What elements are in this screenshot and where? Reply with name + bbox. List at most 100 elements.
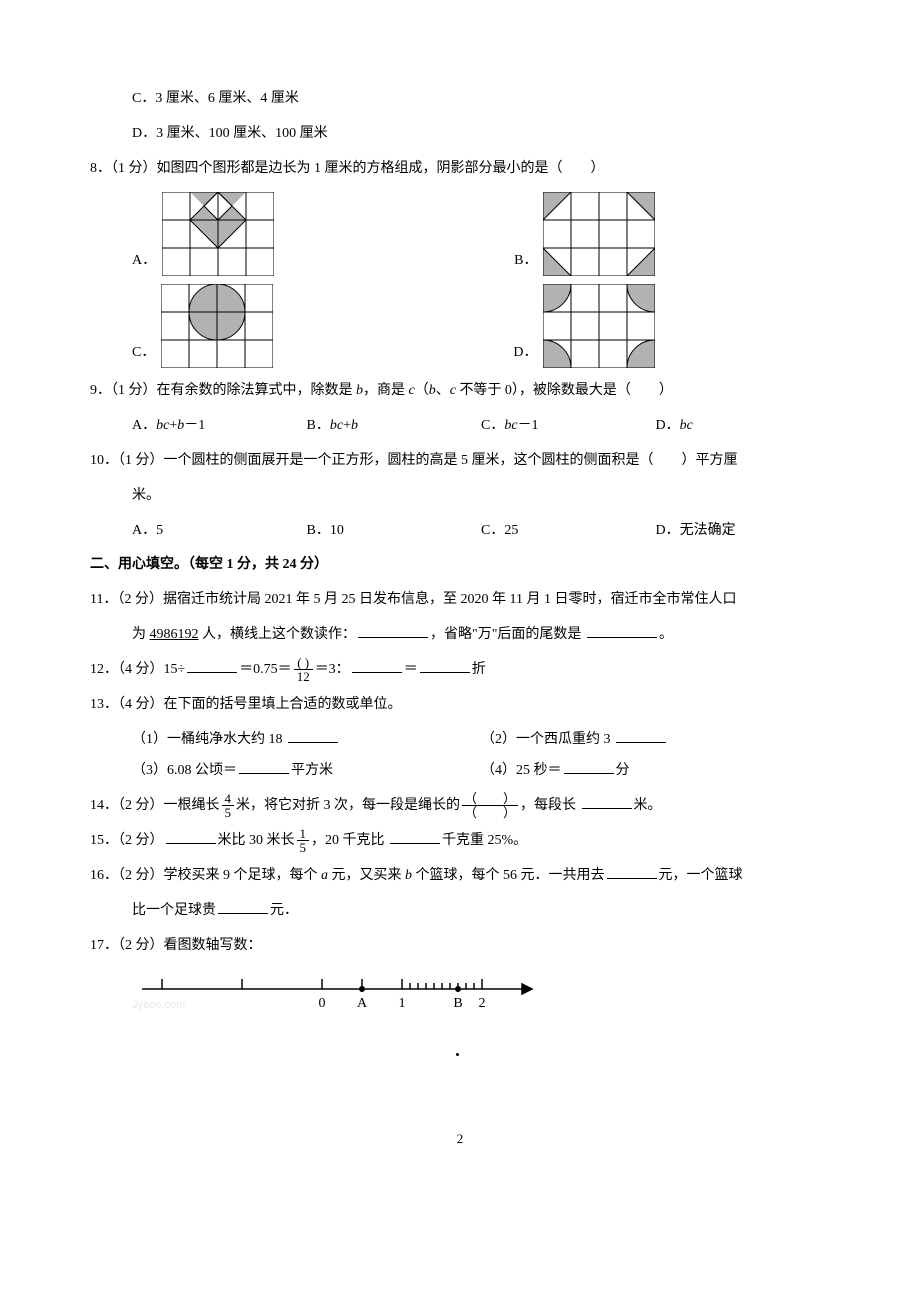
q17-numberline-wrap: 0 A 1 B 2 Jyeoo.com — [132, 967, 830, 1023]
q11-l2c: ，省略"万"后面的尾数是 — [430, 627, 585, 642]
q9a-pre: A． — [132, 418, 156, 433]
q12-frac-num: ( ) — [294, 656, 313, 670]
q14-d: 米。 — [634, 798, 662, 813]
q8-label-c: C． — [132, 338, 155, 369]
q14-c: ，每段长 — [520, 798, 580, 813]
q13-blank-1[interactable] — [288, 725, 338, 743]
q9b-it2: b — [351, 418, 358, 433]
q16-a-var: a — [321, 868, 328, 883]
q9d-pre: D． — [656, 418, 680, 433]
q14: 14．（2 分）一根绳长45米，将它对折 3 次，每一段是绳长的（ ）（ ），每… — [90, 791, 830, 822]
q12-blank-3[interactable] — [420, 655, 470, 673]
q9-t2: ，商是 — [363, 383, 409, 398]
center-marker — [90, 1043, 830, 1065]
q13-p4a: （4）25 秒＝ — [481, 763, 562, 778]
q15-d: 千克重 25%。 — [442, 833, 527, 848]
q9b-plus: + — [343, 418, 351, 433]
q9-b: b — [356, 383, 363, 398]
q11-blank-1[interactable] — [358, 620, 428, 638]
q12-blank-2[interactable] — [352, 655, 402, 673]
q14-b: 米，将它对折 3 次，每一段是绳长的 — [236, 798, 460, 813]
q17-stem: 17．（2 分）看图数轴写数： — [90, 931, 830, 962]
q9-options: A．bc+b－1 B．bc+b C．bc－1 D．bc — [132, 411, 830, 442]
q13-stem: 13．（4 分）在下面的括号里填上合适的数或单位。 — [90, 690, 830, 721]
q10-opt-a: A．5 — [132, 516, 307, 547]
q8-label-d: D． — [513, 338, 537, 369]
q8-option-d: D． — [513, 284, 655, 368]
q15-blank-2[interactable] — [390, 826, 440, 844]
q16-b-var: b — [405, 868, 412, 883]
q8-fig-b — [543, 192, 655, 276]
q15-frac: 15 — [297, 827, 310, 854]
q8-fig-d — [543, 284, 655, 368]
q9c-it: bc — [504, 418, 517, 433]
q8-fig-c — [161, 284, 273, 368]
axis-label-0: 0 — [319, 996, 326, 1011]
q8-option-a: A． — [132, 192, 274, 276]
q14-f1n: 4 — [222, 792, 235, 806]
q14-f2d: （ ） — [462, 806, 518, 819]
q15-blank-1[interactable] — [166, 826, 216, 844]
q13-blank-2[interactable] — [616, 725, 666, 743]
q9-stem: 9．（1 分）在有余数的除法算式中，除数是 b，商是 c（b、c 不等于 0），… — [90, 376, 830, 407]
page-number: 2 — [90, 1125, 830, 1154]
q12-a: 12．（4 分）15÷ — [90, 662, 185, 677]
q13-p3: （3）6.08 公顷＝ 平方米 — [132, 756, 481, 787]
q10-stem-l2: 米。 — [90, 481, 830, 512]
q16-l2a: 比一个足球贵 — [132, 903, 216, 918]
q13-blank-4[interactable] — [564, 756, 614, 774]
q8-option-b: B． — [514, 192, 655, 276]
q11-number: 4986192 — [150, 627, 199, 642]
q9d-it: bc — [680, 418, 693, 433]
q14-f1d: 5 — [222, 806, 235, 819]
q15-fn: 1 — [297, 827, 310, 841]
q9c-pre: C． — [481, 418, 504, 433]
q13-p1: （1）一桶纯净水大约 18 — [132, 725, 481, 756]
q9-t5: 不等于 0），被除数最大是（ ） — [456, 383, 673, 398]
q13-row2: （3）6.08 公顷＝ 平方米 （4）25 秒＝ 分 — [132, 756, 830, 787]
q13-blank-3[interactable] — [239, 756, 289, 774]
q10-stem-l1: 10．（1 分）一个圆柱的侧面展开是一个正方形，圆柱的高是 5 厘米，这个圆柱的… — [90, 446, 830, 477]
q17-numberline: 0 A 1 B 2 — [132, 967, 552, 1023]
q12-blank-1[interactable] — [187, 655, 237, 673]
q15-b: 米比 30 米长 — [218, 833, 295, 848]
q16-blank-2[interactable] — [218, 896, 268, 914]
q13-p3b: 平方米 — [291, 763, 333, 778]
watermark: Jyeoo.com — [132, 993, 185, 1017]
q16-l1c: 元，又买来 — [328, 868, 405, 883]
q12-c: ＝3： — [315, 662, 350, 677]
q16-blank-1[interactable] — [607, 861, 657, 879]
q8-label-b: B． — [514, 246, 537, 277]
q9-t4: 、 — [436, 383, 450, 398]
q15-fd: 5 — [297, 841, 310, 854]
q9a-it: bc — [156, 418, 169, 433]
q12-b: ＝0.75＝ — [239, 662, 292, 677]
q13-p2: （2）一个西瓜重约 3 — [481, 725, 830, 756]
q11-l2a: 为 — [132, 627, 150, 642]
q15-a: 15．（2 分） — [90, 833, 164, 848]
q11-blank-2[interactable] — [587, 620, 657, 638]
q13-p4: （4）25 秒＝ 分 — [481, 756, 830, 787]
q8-fig-a — [162, 192, 274, 276]
q7-option-c: C．3 厘米、6 厘米、4 厘米 — [90, 84, 830, 115]
q8-option-c: C． — [132, 284, 273, 368]
q10-options: A．5 B．10 C．25 D．无法确定 — [132, 516, 830, 547]
q9c-tail: －1 — [518, 418, 539, 433]
q11-l1: 11．（2 分）据宿迁市统计局 2021 年 5 月 25 日发布信息，至 20… — [90, 585, 830, 616]
q9-t1: 9．（1 分）在有余数的除法算式中，除数是 — [90, 383, 356, 398]
q8-row-1: A． B． — [132, 192, 830, 276]
q8-label-a: A． — [132, 246, 156, 277]
q12-e: 折 — [472, 662, 486, 677]
q14-frac1: 45 — [222, 792, 235, 819]
q14-blank[interactable] — [582, 791, 632, 809]
q11-l2d: 。 — [659, 627, 673, 642]
q8-row-2: C． D． — [132, 284, 830, 368]
axis-label-B: B — [453, 996, 462, 1011]
q13-p4b: 分 — [616, 763, 630, 778]
q15-c: ，20 千克比 — [311, 833, 388, 848]
q13-p3a: （3）6.08 公顷＝ — [132, 763, 237, 778]
axis-label-1: 1 — [399, 996, 406, 1011]
q9b-it: bc — [330, 418, 343, 433]
q12-frac-den: 12 — [294, 670, 313, 683]
q9-t3: （ — [415, 383, 429, 398]
